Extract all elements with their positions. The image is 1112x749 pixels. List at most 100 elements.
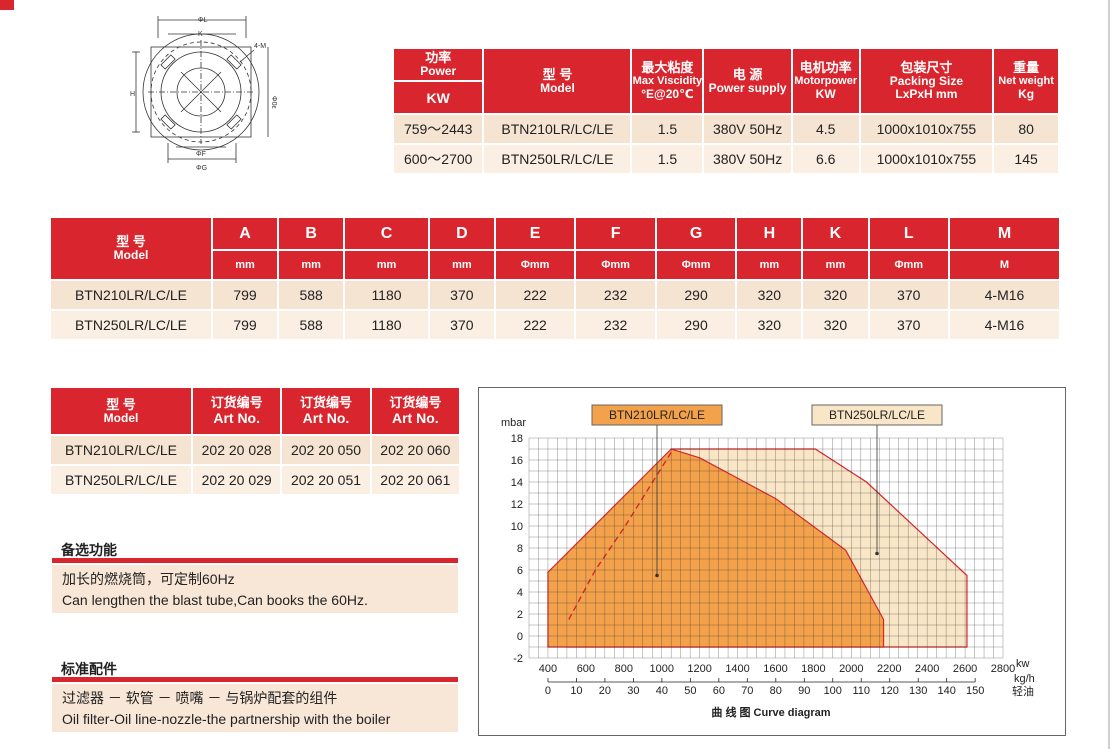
optional-line-en: Can lengthen the blast tube,Can books th…: [62, 592, 368, 608]
header-col-l: L: [869, 218, 948, 249]
legend-label-btn250: BTN250LR/LC/LE: [829, 408, 925, 422]
cell-m: 4-M16: [949, 281, 1059, 309]
unit-a: mm: [213, 251, 278, 279]
unit-h: mm: [737, 251, 802, 279]
cell-l: 370: [869, 311, 948, 339]
table-row: BTN250LR/LC/LE 799 588 1180 370 222 232 …: [51, 311, 1059, 339]
header-motor-power: 电机功率 Motorpower KW: [792, 49, 859, 113]
chart-caption: 曲 线 图 Curve diagram: [711, 705, 830, 719]
legend-dot-btn250: [875, 551, 879, 556]
y-tick-label: -2: [513, 653, 523, 665]
dimension-label-g: ΦG: [196, 165, 207, 172]
x-kgh-tick-label: 20: [599, 685, 611, 697]
table-row: 600～2700 BTN250LR/LC/LE 1.5 380V 50Hz 6.…: [394, 145, 1058, 173]
y-axis-label: mbar: [501, 417, 526, 429]
cell-c: 1180: [345, 281, 428, 309]
cell-model: BTN250LR/LC/LE: [484, 145, 631, 173]
y-tick-label: 0: [517, 631, 523, 643]
header-art-no: 订货编号 Art No.: [193, 388, 281, 434]
cell-model: BTN210LR/LC/LE: [484, 115, 631, 143]
cell-viscidity: 1.5: [632, 145, 703, 173]
cell-g: 290: [656, 311, 736, 339]
cell-weight: 80: [994, 115, 1058, 143]
cell-model: BTN250LR/LC/LE: [51, 466, 191, 494]
dimensions-table: 型 号 Model A B C D E F G H K L M mm mm mm…: [49, 216, 1061, 341]
cell-a: 799: [213, 281, 278, 309]
cell-e: 222: [495, 311, 575, 339]
header-model: 型 号 Model: [484, 49, 631, 113]
header-col-g: G: [656, 218, 736, 249]
x-kw-tick-label: 600: [577, 663, 595, 675]
dimension-label-f: ΦF: [196, 151, 206, 158]
x-kw-tick-label: 400: [539, 663, 557, 675]
x-kw-tick-label: 2800: [991, 663, 1015, 675]
cell-packing-size: 1000x1010x755: [860, 115, 993, 143]
cell-viscidity: 1.5: [632, 115, 703, 143]
y-tick-label: 2: [517, 609, 523, 621]
x-kgh-tick-label: 0: [545, 685, 551, 697]
header-max-viscidity: 最大粘度 Max Viscidity °E@20℃: [632, 49, 703, 113]
cell-d: 370: [429, 281, 494, 309]
cell-e: 222: [495, 281, 575, 309]
cell-l: 370: [869, 281, 948, 309]
x-kgh-tick-label: 120: [881, 685, 899, 697]
cell-weight: 145: [994, 145, 1058, 173]
standard-line-zh: 过滤器 － 软管 － 喷嘴 － 与锅炉配套的组件: [62, 690, 338, 706]
cell-art-no: 202 20 050: [282, 436, 370, 464]
cell-power: 600～2700: [394, 145, 483, 173]
table-row: 759～2443 BTN210LR/LC/LE 1.5 380V 50Hz 4.…: [394, 115, 1058, 143]
table-row: BTN250LR/LC/LE 202 20 029 202 20 051 202…: [51, 466, 459, 494]
x-kgh-tick-label: 30: [627, 685, 639, 697]
cell-c: 1180: [345, 311, 428, 339]
x-kw-tick-label: 2000: [839, 663, 863, 675]
cell-power-supply: 380V 50Hz: [704, 115, 791, 143]
cell-motor-power: 4.5: [792, 115, 859, 143]
header-col-f: F: [576, 218, 655, 249]
optional-line-zh: 加长的燃烧筒，可定制60Hz: [62, 571, 235, 587]
x-kgh-tick-label: 140: [937, 685, 955, 697]
standard-line-en: Oil filter-Oil line-nozzle-the partnersh…: [62, 711, 391, 727]
cell-m: 4-M16: [949, 311, 1059, 339]
y-tick-label: 4: [517, 587, 523, 599]
cell-h: 320: [737, 311, 802, 339]
header-packing-size: 包装尺寸 Packing Size LxPxH mm: [860, 49, 993, 113]
header-col-d: D: [429, 218, 494, 249]
optional-features-box: 加长的燃烧筒，可定制60Hz Can lengthen the blast tu…: [52, 565, 458, 613]
cell-packing-size: 1000x1010x755: [860, 145, 993, 173]
x-kgh-tick-label: 130: [909, 685, 927, 697]
header-col-c: C: [345, 218, 428, 249]
cell-power: 759～2443: [394, 115, 483, 143]
cell-f: 232: [576, 311, 655, 339]
header-col-m: M: [949, 218, 1059, 249]
cell-f: 232: [576, 281, 655, 309]
x-kw-tick-label: 2400: [915, 663, 939, 675]
header-net-weight: 重量 Net weight Kg: [994, 49, 1058, 113]
cell-b: 588: [279, 281, 344, 309]
y-tick-label: 8: [517, 543, 523, 555]
cell-d: 370: [429, 311, 494, 339]
table-row: BTN210LR/LC/LE 202 20 028 202 20 050 202…: [51, 436, 459, 464]
cell-art-no: 202 20 029: [193, 466, 281, 494]
unit-k: mm: [803, 251, 868, 279]
header-art-no: 订货编号 Art No.: [371, 388, 459, 434]
cell-power-supply: 380V 50Hz: [704, 145, 791, 173]
standard-accessories-title: 标准配件: [61, 661, 117, 677]
cell-art-no: 202 20 060: [371, 436, 459, 464]
cell-k: 320: [803, 311, 868, 339]
x-kgh-tick-label: 100: [824, 685, 842, 697]
x-kgh-label: kg/h: [1014, 673, 1035, 685]
y-tick-label: 10: [511, 521, 523, 533]
x-kgh-tick-label: 40: [656, 685, 668, 697]
unit-c: mm: [345, 251, 428, 279]
page-edge-rule: [1108, 0, 1110, 749]
header-power-supply: 电 源 Power supply: [704, 49, 791, 113]
header-col-e: E: [495, 218, 575, 249]
cell-b: 588: [279, 311, 344, 339]
legend-label-btn210: BTN210LR/LC/LE: [609, 408, 705, 422]
y-tick-label: 18: [511, 433, 523, 445]
corner-mark: [0, 0, 14, 10]
x-kw-tick-label: 800: [615, 663, 633, 675]
header-art-no: 订货编号 Art No.: [282, 388, 370, 434]
cell-k: 320: [803, 281, 868, 309]
